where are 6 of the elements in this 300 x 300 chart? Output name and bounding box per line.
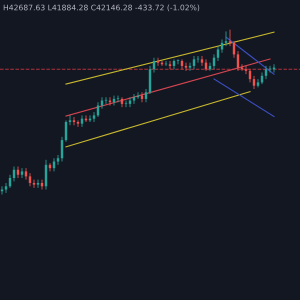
- candlestick: [224, 30, 228, 47]
- candlestick: [124, 100, 128, 108]
- candlestick: [116, 95, 120, 103]
- candlestick: [196, 56, 200, 64]
- candlestick: [228, 29, 232, 47]
- candlestick: [164, 60, 168, 66]
